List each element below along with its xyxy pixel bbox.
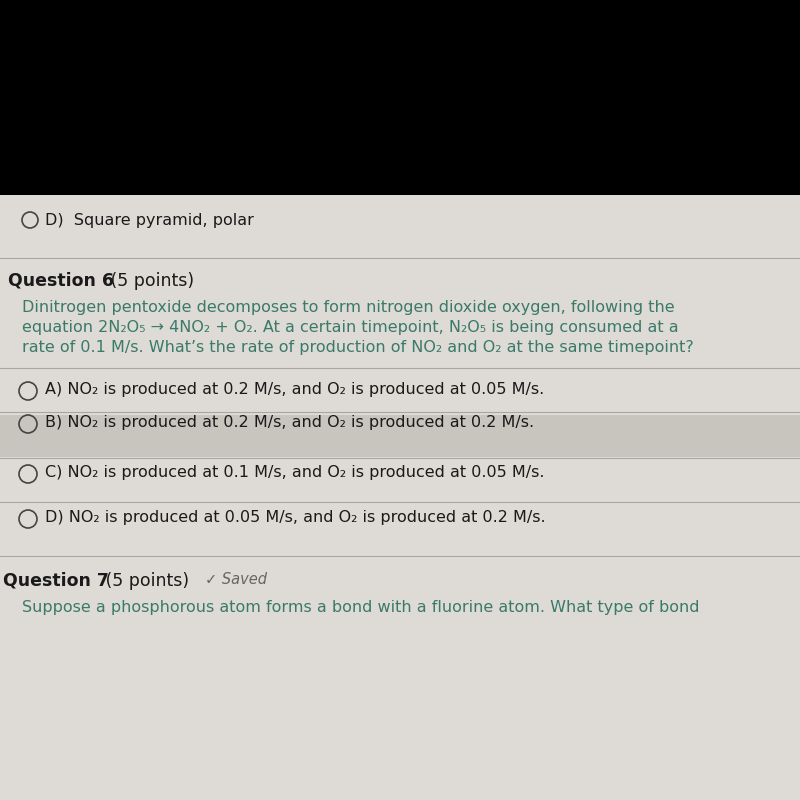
Text: Question 6: Question 6 (8, 272, 114, 290)
Text: Question 7: Question 7 (3, 572, 109, 590)
Text: rate of 0.1 M/s. What’s the rate of production of NO₂ and O₂ at the same timepoi: rate of 0.1 M/s. What’s the rate of prod… (22, 340, 694, 355)
Text: A) NO₂ is produced at 0.2 M/s, and O₂ is produced at 0.05 M/s.: A) NO₂ is produced at 0.2 M/s, and O₂ is… (45, 382, 544, 397)
FancyBboxPatch shape (0, 0, 800, 195)
Text: (5 points): (5 points) (105, 272, 194, 290)
Text: C) NO₂ is produced at 0.1 M/s, and O₂ is produced at 0.05 M/s.: C) NO₂ is produced at 0.1 M/s, and O₂ is… (45, 465, 545, 480)
Text: ✓ Saved: ✓ Saved (205, 572, 267, 587)
Text: (5 points): (5 points) (100, 572, 189, 590)
Text: Dinitrogen pentoxide decomposes to form nitrogen dioxide oxygen, following the: Dinitrogen pentoxide decomposes to form … (22, 300, 674, 315)
FancyBboxPatch shape (0, 195, 800, 800)
Text: D)  Square pyramid, polar: D) Square pyramid, polar (45, 213, 254, 228)
Text: Suppose a phosphorous atom forms a bond with a fluorine atom. What type of bond: Suppose a phosphorous atom forms a bond … (22, 600, 699, 615)
Text: B) NO₂ is produced at 0.2 M/s, and O₂ is produced at 0.2 M/s.: B) NO₂ is produced at 0.2 M/s, and O₂ is… (45, 415, 534, 430)
Text: equation 2N₂O₅ → 4NO₂ + O₂. At a certain timepoint, N₂O₅ is being consumed at a: equation 2N₂O₅ → 4NO₂ + O₂. At a certain… (22, 320, 678, 335)
Text: D) NO₂ is produced at 0.05 M/s, and O₂ is produced at 0.2 M/s.: D) NO₂ is produced at 0.05 M/s, and O₂ i… (45, 510, 546, 525)
FancyBboxPatch shape (0, 415, 800, 457)
